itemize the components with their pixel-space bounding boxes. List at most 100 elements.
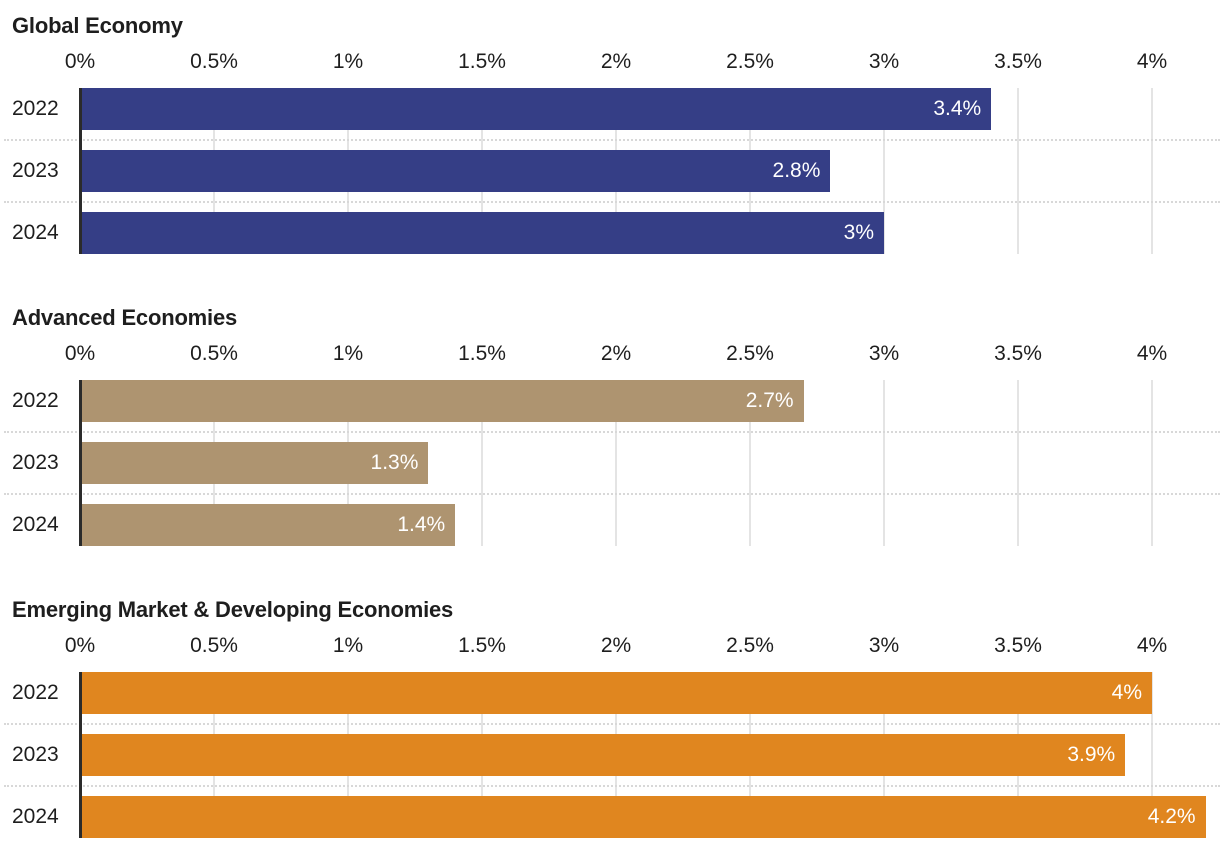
chart-section: Advanced Economies 0% 0.5% 1% 1.5% 2% 2.5% 3% 3… [0,306,1220,546]
x-axis-tick-label: 2% [600,634,632,657]
x-axis-tick-label: 0% [64,342,96,365]
bar-value-label: 3.4% [933,97,982,120]
x-axis-tick-label: 2.5% [726,342,774,365]
x-axis-tick-label: 3.5% [994,50,1042,73]
x-axis-tick-label: 1% [332,50,364,73]
bar-value-label: 1.4% [397,513,446,536]
year-label: 2022 [12,97,59,120]
year-label: 2022 [12,389,59,412]
bar: 4.2% [80,796,1206,838]
bar: 3% [80,212,884,254]
row-separator [0,776,1220,796]
year-label: 2023 [12,743,59,766]
gridline [883,88,885,254]
chart-section: Emerging Market & Developing Economies 0… [0,598,1220,838]
chart-section: Global Economy 0% 0.5% 1% 1.5% 2% 2.5% 3% 3.5% 4… [0,14,1220,254]
chart-title: Advanced Economies [12,305,238,330]
bar-track: 1.3% [80,442,1152,484]
x-axis-tick-label: 3.5% [994,634,1042,657]
bar-value-label: 3.9% [1067,743,1116,766]
year-label: 2024 [12,805,59,828]
bar-track: 4.2% [80,796,1206,838]
x-axis-tick-label: 3.5% [994,342,1042,365]
x-axis: 0% 0.5% 1% 1.5% 2% 2.5% 3% 3.5% 4% [65,48,1167,76]
plot-area: 2022 2.7% 2023 1.3% 2024 1.4% [0,380,1220,546]
year-label: 2024 [12,221,59,244]
bar-value-label: 2.7% [745,389,794,412]
x-axis-tick-label: 0.5% [190,342,238,365]
bar-row: 2024 4.2% [0,796,1206,838]
bar-track: 3.4% [80,88,1152,130]
x-axis-tick-label: 0.5% [190,634,238,657]
bar-value-label: 1.3% [370,451,419,474]
y-axis-line [79,380,82,546]
chart-title: Global Economy [12,13,183,38]
row-separator [0,484,1220,504]
dotted-gridline [4,431,1220,433]
bar: 4% [80,672,1152,714]
x-axis-tick-label: 0% [64,50,96,73]
gridline [883,380,885,546]
bar-track: 3.9% [80,734,1152,776]
bar: 3.4% [80,88,992,130]
dotted-gridline [4,201,1220,203]
x-axis-tick-label: 4% [1136,342,1168,365]
x-axis-tick-label: 4% [1136,634,1168,657]
gridline [1017,88,1019,254]
x-axis-tick-label: 3% [868,50,900,73]
x-axis-tick-label: 1% [332,634,364,657]
bar-row: 2022 2.7% [0,380,1152,422]
chart-title: Emerging Market & Developing Economies [12,597,454,622]
x-axis-tick-label: 1.5% [458,634,506,657]
row-separator [0,422,1220,442]
bar-value-label: 4% [1111,681,1142,704]
x-axis-tick-label: 4% [1136,50,1168,73]
x-axis-tick-label: 2.5% [726,50,774,73]
gridline [749,380,751,546]
row-separator [0,192,1220,212]
bar-value-label: 2.8% [772,159,821,182]
bar-track: 1.4% [80,504,1152,546]
gridline [1017,380,1019,546]
gridline [615,380,617,546]
bar-row: 2024 1.4% [0,504,1152,546]
x-axis-tick-label: 1% [332,342,364,365]
row-separator [0,130,1220,150]
x-axis-tick-label: 2% [600,342,632,365]
x-axis-tick-label: 1.5% [458,50,506,73]
bar: 2.8% [80,150,831,192]
plot-area: 2022 4% 2023 3.9% 2024 4.2% [0,672,1220,838]
gridline [1151,88,1153,254]
bar-row: 2022 3.4% [0,88,1152,130]
x-axis-tick-label: 3% [868,342,900,365]
bar-track: 3% [80,212,1152,254]
year-label: 2024 [12,513,59,536]
gridline [1151,672,1153,838]
bar-value-label: 4.2% [1147,805,1196,828]
year-label: 2023 [12,451,59,474]
bar-value-label: 3% [843,221,874,244]
dotted-gridline [4,723,1220,725]
bar: 1.3% [80,442,429,484]
bar: 3.9% [80,734,1126,776]
bar-row: 2023 3.9% [0,734,1152,776]
x-axis-tick-label: 2.5% [726,634,774,657]
dotted-gridline [4,139,1220,141]
bar: 2.7% [80,380,804,422]
year-label: 2022 [12,681,59,704]
x-axis-tick-label: 2% [600,50,632,73]
gridline [481,380,483,546]
bar-row: 2023 1.3% [0,442,1152,484]
dotted-gridline [4,493,1220,495]
y-axis-line [79,672,82,838]
bar-track: 2.8% [80,150,1152,192]
x-axis-tick-label: 0% [64,634,96,657]
x-axis: 0% 0.5% 1% 1.5% 2% 2.5% 3% 3.5% 4% [65,340,1167,368]
dotted-gridline [4,785,1220,787]
charts-container: Global Economy 0% 0.5% 1% 1.5% 2% 2.5% 3% 3.5% 4… [0,14,1220,838]
bar-track: 4% [80,672,1152,714]
x-axis-tick-label: 1.5% [458,342,506,365]
bar-row: 2024 3% [0,212,1152,254]
x-axis-tick-label: 3% [868,634,900,657]
bar-track: 2.7% [80,380,1152,422]
